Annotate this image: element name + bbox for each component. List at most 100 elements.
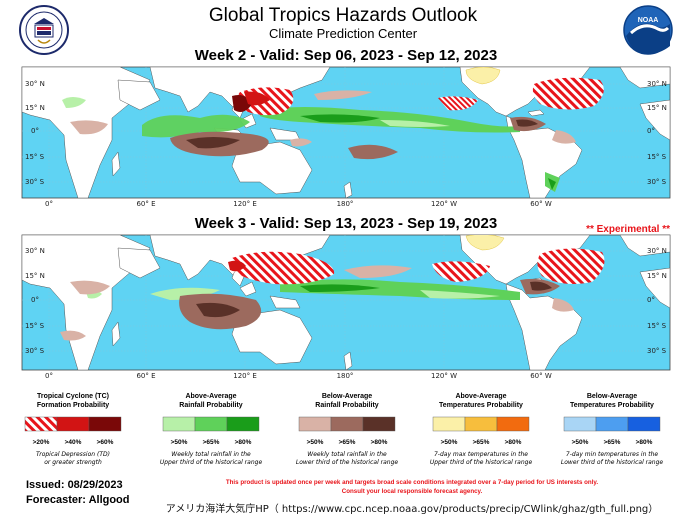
page-subtitle: Climate Prediction Center [269, 26, 418, 41]
svg-text:0°: 0° [45, 200, 53, 208]
svg-text:60° W: 60° W [530, 372, 552, 380]
legend-swatch-label: >65% [203, 439, 220, 446]
week3-lat-labels-left: 30° N 15° N 0° 15° S 30° S [25, 247, 45, 355]
legend-swatch [24, 416, 58, 432]
week2-above-temperature [465, 67, 501, 85]
legend-swatch [627, 416, 661, 432]
experimental-label: ** Experimental ** [586, 224, 670, 235]
legend-swatch-label: >80% [505, 439, 522, 446]
svg-text:60° W: 60° W [530, 200, 552, 208]
legend-swatch [226, 416, 260, 432]
legend-block-2: Above-Average Rainfall Probability >50% >65… [160, 393, 263, 466]
legend-block-4: Above-Average Temperatures Probability >50… [430, 393, 533, 466]
svg-text:15° N: 15° N [647, 272, 667, 280]
legend-note: Weekly total rainfall in the [307, 451, 387, 458]
svg-text:30° S: 30° S [647, 347, 667, 355]
svg-text:30° S: 30° S [25, 347, 45, 355]
svg-text:0°: 0° [647, 127, 655, 135]
week2-lat-labels-left: 30° N 15° N 0° 15° S 30° S [25, 80, 45, 186]
legend-note: Lower third of the historical range [296, 459, 398, 466]
svg-text:15° N: 15° N [25, 272, 45, 280]
svg-text:15° N: 15° N [647, 104, 667, 112]
legend-swatch-label: >65% [339, 439, 356, 446]
update-note-line1: This product is updated once per week an… [226, 479, 599, 486]
legend-swatch-label: >50% [441, 439, 458, 446]
svg-text:180°: 180° [337, 372, 354, 380]
legend-note: Weekly total rainfall in the [171, 451, 251, 458]
legend-heading: Rainfall Probability [179, 402, 243, 409]
week2-map: 30° N 15° N 0° 15° S 30° S 30° N 15° N 0… [21, 66, 671, 208]
legend-swatch [595, 416, 629, 432]
legend-swatch [432, 416, 466, 432]
legend-heading: Rainfall Probability [315, 402, 379, 409]
legend-note: Upper third of the historical range [430, 459, 533, 466]
legend-heading: Below-Average [322, 393, 372, 400]
legend-swatch [56, 416, 90, 432]
forecaster-name: Forecaster: Allgood [26, 494, 130, 506]
legend-swatch [88, 416, 122, 432]
svg-text:30° S: 30° S [647, 178, 667, 186]
svg-text:60° E: 60° E [136, 372, 155, 380]
legend-note: or greater strength [44, 459, 102, 466]
week2-below-rainfall [70, 90, 576, 160]
legend-heading: Below-Average [587, 393, 637, 400]
svg-text:0°: 0° [647, 296, 655, 304]
week2-above-rainfall [62, 97, 560, 192]
week3-tc-formation [228, 248, 605, 285]
svg-text:15° N: 15° N [25, 104, 45, 112]
legend-swatch-label: >50% [171, 439, 188, 446]
legend-swatch-label: >50% [572, 439, 589, 446]
week2-title: Week 2 - Valid: Sep 06, 2023 - Sep 12, 2… [195, 47, 497, 64]
svg-text:30° N: 30° N [647, 247, 667, 255]
header: Global Tropics Hazards Outlook Climate P… [19, 5, 673, 55]
legend-swatch-label: >40% [65, 439, 82, 446]
svg-text:0°: 0° [31, 127, 39, 135]
week3-title: Week 3 - Valid: Sep 13, 2023 - Sep 19, 2… [195, 215, 497, 232]
svg-text:120° W: 120° W [431, 200, 457, 208]
week3-below-rainfall [60, 265, 574, 341]
legend-swatch-label: >50% [307, 439, 324, 446]
department-of-commerce-seal-icon [19, 5, 69, 55]
svg-text:120° E: 120° E [233, 372, 257, 380]
week3-above-temperature [465, 235, 505, 251]
svg-text:30° N: 30° N [647, 80, 667, 88]
legend-swatch [496, 416, 530, 432]
legend-note: 7-day max temperatures in the [434, 451, 528, 458]
issued-date: Issued: 08/29/2023 [26, 479, 123, 491]
page-title: Global Tropics Hazards Outlook [209, 5, 478, 26]
week3-above-rainfall [86, 279, 520, 300]
legend-note: 7-day min temperatures in the [566, 451, 659, 458]
week2-tc-formation [232, 77, 604, 116]
source-caption: アメリカ海洋大気庁HP（ https://www.cpc.ncep.noaa.g… [166, 502, 659, 515]
legend-swatch [194, 416, 228, 432]
legend-block-5: Below-Average Temperatures Probability >50… [561, 393, 663, 466]
legend-swatch-label: >20% [33, 439, 50, 446]
svg-text:120° E: 120° E [233, 200, 257, 208]
legend-swatch-label: >60% [97, 439, 114, 446]
svg-text:15° S: 15° S [25, 153, 45, 161]
legend-swatch-label: >80% [636, 439, 653, 446]
legend-swatch [362, 416, 396, 432]
svg-text:NOAA: NOAA [638, 17, 659, 24]
legend-heading: Above-Average [455, 393, 506, 400]
svg-text:60° E: 60° E [136, 200, 155, 208]
week3-land [22, 235, 670, 370]
legend-swatch-label: >80% [371, 439, 388, 446]
legend-swatch [563, 416, 597, 432]
svg-text:0°: 0° [31, 296, 39, 304]
legend-note: Lower third of the historical range [561, 459, 663, 466]
week3-map: 30° N 15° N 0° 15° S 30° S 30° N 15° N 0… [21, 234, 671, 380]
legend-swatch-label: >65% [604, 439, 621, 446]
week3-lon-labels: 0° 60° E 120° E 180° 120° W 60° W [45, 372, 552, 380]
svg-text:15° S: 15° S [647, 153, 667, 161]
legend-heading: Formation Probability [37, 402, 109, 409]
svg-text:30° N: 30° N [25, 247, 45, 255]
legend-block-1: Tropical Cyclone (TC) Formation Probabili… [24, 393, 122, 466]
legend-swatch [298, 416, 332, 432]
legend-swatch [464, 416, 498, 432]
legend-swatch [162, 416, 196, 432]
legend-heading: Temperatures Probability [570, 402, 654, 409]
legend-note: Tropical Depression (TD) [36, 451, 110, 458]
legend-swatch-label: >65% [473, 439, 490, 446]
